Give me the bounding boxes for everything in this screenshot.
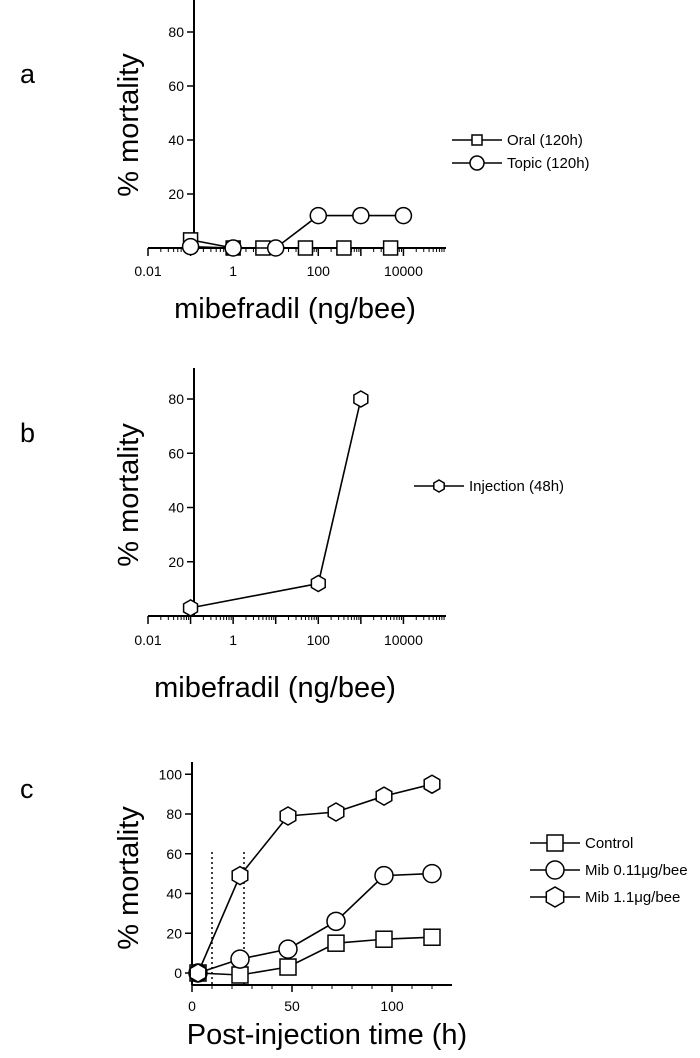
legend-marker — [545, 886, 565, 908]
legend-entry: Topic (120h) — [452, 155, 590, 172]
series-square — [189, 928, 441, 984]
data-point — [231, 966, 249, 984]
data-point — [353, 390, 369, 408]
data-point — [279, 958, 297, 976]
legend-entry: Control — [530, 834, 633, 852]
series-circle — [188, 863, 442, 983]
data-point — [423, 928, 441, 946]
legend-entry: Injection (48h) — [414, 478, 564, 495]
legend-entry: Oral (120h) — [452, 132, 583, 149]
legend-marker — [469, 155, 485, 171]
data-point — [336, 240, 352, 256]
data-point — [422, 863, 442, 884]
x-tick-label: 50 — [284, 998, 300, 1014]
y-axis-title: % mortality — [113, 806, 145, 950]
data-point — [189, 963, 207, 983]
panel-c: c 0 20 40 60 80 100 0 50 100 Post-injection time (… — [20, 762, 688, 1051]
x-tick-label: 0.01 — [134, 632, 161, 648]
panel-letter: c — [20, 774, 34, 804]
x-tick-label: 10000 — [384, 632, 423, 648]
y-tick-label: 40 — [168, 132, 184, 148]
legend-label: Injection (48h) — [469, 478, 564, 495]
data-point — [327, 802, 345, 822]
y-axis-title: % mortality — [113, 53, 145, 197]
y-tick-label: 60 — [168, 445, 184, 461]
y-tick-label: 20 — [166, 925, 182, 941]
series-line — [190, 239, 391, 249]
x-tick-label: 10000 — [384, 263, 423, 279]
y-tick-label: 60 — [166, 846, 182, 862]
data-point — [181, 237, 200, 256]
data-point — [279, 806, 297, 826]
data-point — [182, 599, 199, 617]
y-tick-label: 20 — [168, 186, 184, 202]
panel-b: b 20 40 60 80 0.01 1 100 10000 mibefradil (ng/bee… — [20, 368, 564, 704]
series-line — [190, 398, 362, 609]
legend-label: Mib 1.1μg/bee — [585, 889, 680, 906]
data-point — [375, 930, 393, 948]
y-tick-label: 0 — [174, 965, 182, 981]
data-point — [394, 206, 413, 225]
y-tick-label: 100 — [159, 766, 183, 782]
legend-label: Control — [585, 835, 633, 852]
legend-label: Topic (120h) — [507, 155, 590, 172]
y-tick-label: 80 — [168, 24, 184, 40]
panel-letter: b — [20, 418, 35, 448]
x-tick-label: 0.01 — [134, 263, 161, 279]
legend-entry: Mib 0.11μg/bee — [530, 860, 688, 880]
legend-marker — [471, 134, 483, 146]
data-point — [326, 911, 346, 932]
data-point — [309, 206, 328, 225]
x-tick-label: 100 — [307, 263, 331, 279]
y-tick-label: 80 — [166, 806, 182, 822]
data-point — [231, 865, 249, 886]
x-axis-title: Post-injection time (h) — [187, 1019, 467, 1051]
series-hexagon — [189, 774, 441, 983]
legend-marker — [546, 834, 564, 852]
y-tick-label: 20 — [168, 554, 184, 570]
series-line — [190, 214, 404, 249]
data-point — [374, 865, 394, 886]
legend-label: Oral (120h) — [507, 132, 583, 149]
data-point — [224, 239, 242, 257]
x-tick-label: 1 — [229, 632, 237, 648]
y-tick-label: 40 — [168, 500, 184, 516]
panel-letter: a — [20, 59, 36, 89]
y-axis-title: % mortality — [113, 423, 145, 567]
data-point — [352, 206, 370, 225]
x-tick-label: 100 — [307, 632, 331, 648]
y-tick-label: 40 — [166, 886, 182, 902]
x-tick-label: 1 — [229, 263, 237, 279]
legend-entry: Mib 1.1μg/bee — [530, 886, 680, 908]
data-point — [327, 934, 345, 952]
legend-marker — [545, 860, 565, 880]
data-point — [375, 786, 393, 806]
y-tick-label: 80 — [168, 391, 184, 407]
legend-label: Mib 0.11μg/bee — [585, 862, 688, 879]
data-point — [230, 949, 250, 969]
x-tick-label: 0 — [188, 998, 196, 1014]
series-hexagon — [182, 390, 369, 617]
x-axis-title: mibefradil (ng/bee) — [154, 672, 396, 704]
x-tick-label: 100 — [380, 998, 404, 1014]
data-point — [423, 774, 441, 795]
y-tick-label: 60 — [168, 78, 184, 94]
panel-a: a 20 40 60 80 0.01 1 100 10000 mibefradil (ng/bee… — [20, 0, 590, 325]
data-point — [266, 239, 285, 257]
legend-marker — [433, 479, 445, 493]
data-point — [278, 939, 298, 959]
data-point — [310, 574, 326, 593]
data-point — [297, 240, 314, 256]
x-axis-title: mibefradil (ng/bee) — [174, 293, 416, 325]
series-circle — [181, 206, 413, 257]
data-point — [382, 240, 399, 256]
